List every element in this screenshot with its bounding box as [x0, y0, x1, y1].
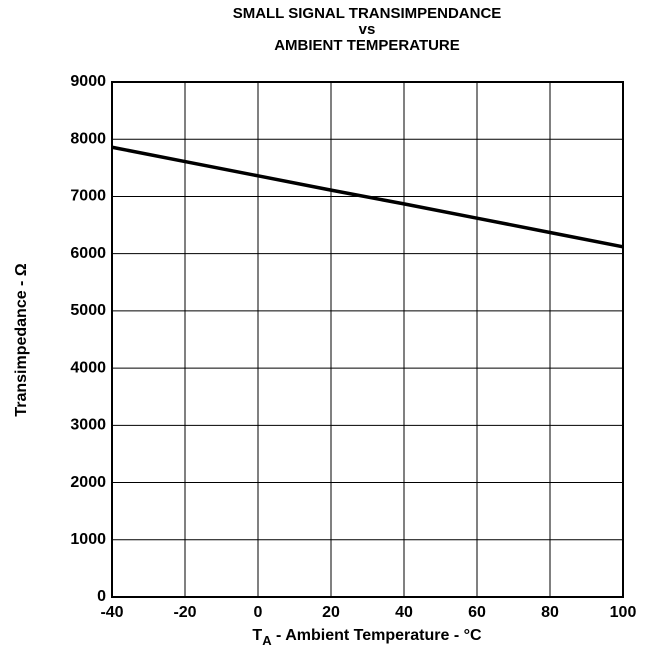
y-tick-label: 9000 — [70, 73, 106, 90]
x-label-rest: - Ambient Temperature - °C — [272, 627, 482, 644]
x-label-sub: A — [262, 633, 272, 648]
chart-title: vs — [359, 21, 376, 38]
x-label-main: T — [252, 627, 262, 644]
x-tick-label: 80 — [541, 604, 559, 621]
y-tick-label: 5000 — [70, 302, 106, 319]
data-line — [111, 145, 624, 249]
chart-title: SMALL SIGNAL TRANSIMPENDANCE — [233, 5, 502, 22]
x-tick-label: -20 — [173, 604, 196, 621]
y-tick-label: 2000 — [70, 474, 106, 491]
chart-title: AMBIENT TEMPERATURE — [274, 37, 460, 54]
x-axis-label: TA - Ambient Temperature - °C — [252, 627, 482, 648]
x-tick-label: 40 — [395, 604, 413, 621]
x-tick-label: 20 — [322, 604, 340, 621]
x-tick-label: 0 — [254, 604, 263, 621]
x-tick-label: 100 — [610, 604, 637, 621]
y-tick-label: 3000 — [70, 417, 106, 434]
y-tick-label: 7000 — [70, 188, 106, 205]
y-tick-label: 6000 — [70, 245, 106, 262]
y-tick-label: 1000 — [70, 531, 106, 548]
y-axis-label: Transimpedance - Ω — [13, 263, 30, 416]
y-tick-label: 8000 — [70, 130, 106, 147]
plot-border — [111, 81, 624, 598]
y-tick-label: 4000 — [70, 359, 106, 376]
x-tick-label: -40 — [100, 604, 123, 621]
x-tick-label: 60 — [468, 604, 486, 621]
y-tick-label: 0 — [97, 588, 106, 605]
